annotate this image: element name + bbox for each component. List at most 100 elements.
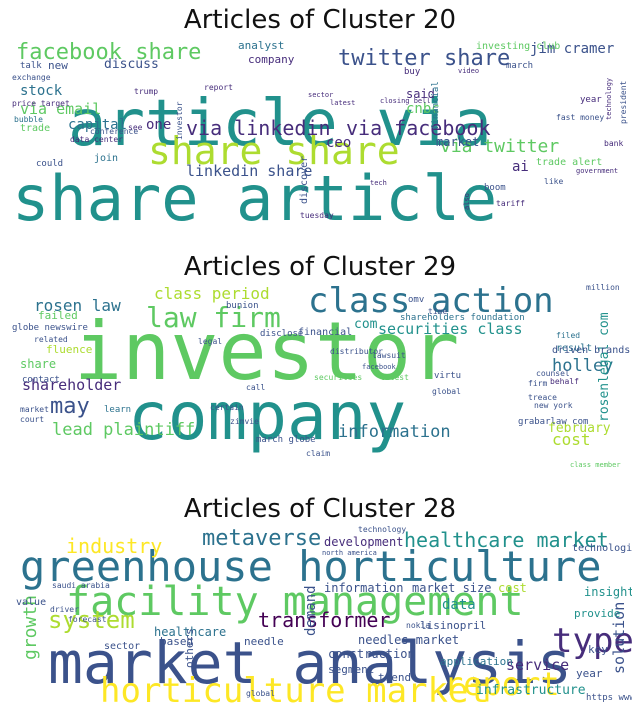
word: related: [34, 335, 68, 344]
word: latest: [330, 99, 356, 107]
word: ai: [512, 159, 529, 175]
word: year: [580, 95, 602, 105]
word: call: [246, 383, 266, 392]
word: metaverse: [202, 526, 322, 551]
word: securities class: [378, 320, 523, 338]
word: result: [556, 343, 593, 354]
word-cloud-1: share article article via share share fa…: [8, 40, 632, 230]
word: bank: [604, 139, 624, 148]
word: information: [324, 581, 404, 595]
word: via facebook: [346, 116, 491, 140]
word: could: [36, 159, 64, 169]
word: securities: [314, 373, 363, 382]
word: construction: [328, 647, 415, 661]
word: market: [20, 405, 49, 414]
word: report: [444, 665, 560, 703]
word: shareholders foundation: [400, 313, 525, 323]
word: system: [48, 606, 135, 634]
word: grabarlaw com: [518, 417, 589, 427]
word: march: [506, 61, 534, 71]
word: application: [440, 655, 513, 668]
word: court: [20, 415, 45, 424]
word: via twitter: [440, 136, 560, 157]
word: million: [586, 283, 620, 292]
panel-title-1: Articles of Cluster 20: [183, 5, 457, 35]
word: holley: [552, 356, 614, 376]
word: facebook share: [16, 40, 202, 65]
word: facebook: [362, 363, 396, 371]
word: trump: [134, 87, 159, 96]
word: transformer: [258, 608, 391, 632]
word: also: [463, 193, 471, 210]
word: greenhouse horticulture: [20, 542, 602, 591]
word: investor: [175, 101, 184, 140]
word: healthcare market: [404, 528, 609, 552]
word: service: [506, 656, 570, 674]
word: sector: [104, 641, 141, 652]
word: others: [183, 628, 196, 668]
word: forecast: [68, 615, 107, 624]
word: bubble: [14, 115, 43, 124]
word: may: [50, 394, 90, 419]
word: north america: [322, 549, 377, 557]
word: rosen law: [34, 296, 121, 315]
word: failed: [38, 309, 78, 322]
word: sector: [308, 91, 334, 99]
word: jim cramer: [530, 41, 615, 57]
word: president: [619, 80, 628, 124]
word: type: [552, 621, 632, 661]
word: provide: [574, 607, 621, 620]
word: data center: [70, 135, 123, 144]
word: information: [338, 422, 451, 442]
word-cloud-3: greenhouse horticulture market analysis …: [8, 526, 632, 716]
word: facility management: [66, 579, 524, 625]
word: law firm: [146, 301, 281, 334]
word: discover: [299, 155, 310, 204]
word: analyst: [238, 40, 285, 52]
word: cnbc: [406, 101, 440, 117]
word: share article: [12, 162, 498, 230]
word: behalf: [550, 377, 579, 386]
word: investor: [74, 305, 460, 398]
word: join: [94, 153, 119, 164]
word: key: [588, 643, 608, 656]
word: one: [146, 117, 172, 133]
word: financial: [298, 327, 353, 338]
word: lead plaintiff: [52, 420, 196, 440]
word: zimvie: [230, 417, 259, 426]
word: data: [442, 597, 476, 613]
word: time: [428, 307, 448, 316]
word: share: [20, 357, 57, 371]
panel-title-2: Articles of Cluster 29: [183, 252, 457, 282]
word: market analysis: [48, 629, 572, 697]
word: cost: [552, 430, 591, 449]
word: needles market: [358, 633, 460, 647]
word: class member: [570, 461, 621, 469]
word: claim: [306, 449, 331, 458]
word: lawsuit: [372, 351, 406, 360]
word: conference: [90, 127, 139, 136]
word: boom: [484, 183, 506, 193]
word: https www: [586, 693, 632, 703]
word: cost: [498, 581, 527, 595]
word: class action: [308, 282, 554, 321]
word: via email: [20, 100, 102, 118]
word: demand: [303, 585, 319, 636]
word: trend: [378, 671, 412, 684]
word: segment: [328, 663, 375, 676]
word: filed: [556, 331, 581, 340]
word: fast money: [556, 113, 605, 122]
word: trade: [20, 123, 51, 134]
word: fluence: [46, 343, 93, 356]
word: buy: [404, 67, 421, 77]
word: com: [354, 317, 378, 332]
word: technology: [605, 77, 613, 120]
word: ceo: [326, 135, 352, 151]
word: contact: [22, 375, 60, 385]
word: infrastructure: [476, 683, 586, 698]
word: price target: [12, 99, 70, 108]
word: distributor: [330, 347, 383, 356]
word: treace: [528, 393, 557, 402]
word: legal: [198, 337, 223, 346]
word: tariff: [496, 199, 525, 208]
